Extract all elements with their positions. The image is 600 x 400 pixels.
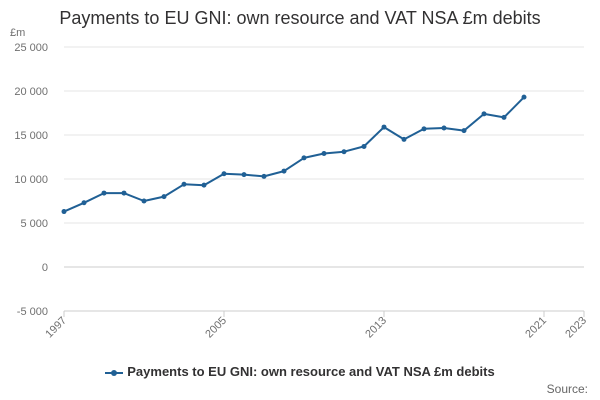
legend: Payments to EU GNI: own resource and VAT… xyxy=(0,364,600,379)
data-point[interactable] xyxy=(101,190,107,196)
series-line xyxy=(63,96,525,213)
data-point[interactable] xyxy=(201,182,207,188)
x-tick-label: 2005 xyxy=(203,315,229,341)
data-point[interactable] xyxy=(421,126,427,132)
y-tick-label: 10 000 xyxy=(14,174,48,186)
plot-area xyxy=(61,94,527,215)
data-point[interactable] xyxy=(301,155,307,161)
y-unit-label: £m xyxy=(10,27,25,39)
data-point[interactable] xyxy=(181,181,187,187)
data-point[interactable] xyxy=(121,190,127,196)
y-tick-label: -5 000 xyxy=(17,306,48,318)
data-point[interactable] xyxy=(441,125,447,131)
y-tick-label: 20 000 xyxy=(14,86,48,98)
data-point[interactable] xyxy=(141,198,147,204)
legend-label: Payments to EU GNI: own resource and VAT… xyxy=(127,364,495,379)
x-tick-label: 1997 xyxy=(43,315,69,341)
y-tick-label: 5 000 xyxy=(20,218,48,230)
data-point[interactable] xyxy=(381,124,387,130)
y-tick-label: 0 xyxy=(42,262,48,274)
x-tick-label: 2021 xyxy=(523,315,549,341)
x-tick-label: 2023 xyxy=(563,315,589,341)
data-point[interactable] xyxy=(241,172,247,178)
data-point[interactable] xyxy=(281,168,287,174)
data-point[interactable] xyxy=(261,173,267,179)
data-point[interactable] xyxy=(221,171,227,177)
source-label: Source: xyxy=(546,382,588,396)
y-tick-label: 25 000 xyxy=(14,42,48,54)
y-axis-ticks: 25 000 20 000 15 000 10 000 5 000 0 -5 000 xyxy=(14,42,48,318)
legend-line-marker-icon xyxy=(105,368,124,378)
data-point[interactable] xyxy=(321,150,327,156)
x-axis: 1997 2005 2013 2021 2023 xyxy=(43,310,589,341)
chart-title: Payments to EU GNI: own resource and VAT… xyxy=(59,8,541,28)
data-point[interactable] xyxy=(481,111,487,117)
data-point[interactable] xyxy=(461,128,467,134)
data-point[interactable] xyxy=(61,209,67,215)
data-point[interactable] xyxy=(361,143,367,149)
data-point[interactable] xyxy=(161,194,167,200)
data-point[interactable] xyxy=(81,200,87,206)
grid-lines xyxy=(64,46,584,312)
data-point[interactable] xyxy=(341,149,347,155)
y-tick-label: 15 000 xyxy=(14,130,48,142)
data-point[interactable] xyxy=(501,114,507,120)
data-point[interactable] xyxy=(521,94,527,100)
data-point[interactable] xyxy=(401,136,407,142)
x-tick-label: 2013 xyxy=(363,315,389,341)
